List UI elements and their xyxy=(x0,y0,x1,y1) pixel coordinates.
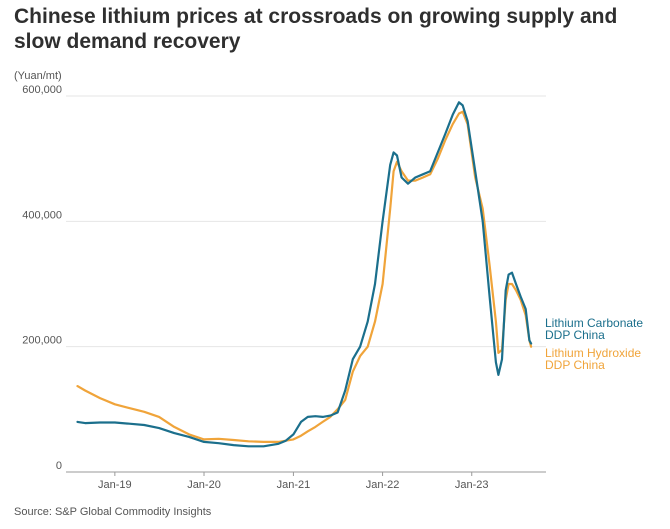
chart-title: Chinese lithium prices at crossroads on … xyxy=(14,5,618,53)
source-note: Source: S&P Global Commodity Insights xyxy=(14,506,212,518)
y-tick-label: 600,000 xyxy=(22,84,62,96)
y-axis: 0 200,000 400,000 600,000 xyxy=(22,84,62,472)
y-tick-label: 200,000 xyxy=(22,335,62,347)
x-tick-label: Jan-21 xyxy=(277,479,311,491)
series-line-lithium-hydroxide xyxy=(76,110,533,443)
series-line-lithium-carbonate xyxy=(76,101,533,448)
x-tick-label: Jan-23 xyxy=(455,479,489,491)
series-label-lithium-hydroxide: Lithium Hydroxide xyxy=(545,346,641,360)
x-tick-label: Jan-19 xyxy=(98,479,132,491)
y-axis-unit-label: (Yuan/mt) xyxy=(14,70,62,82)
grid-lines xyxy=(66,95,546,348)
x-tick-label: Jan-22 xyxy=(366,479,400,491)
series-layer xyxy=(76,101,533,448)
x-axis: Jan-19 Jan-20 Jan-21 Jan-22 Jan-23 xyxy=(66,471,546,491)
series-label-lithium-carbonate: Lithium Carbonate xyxy=(545,316,643,330)
y-tick-label: 400,000 xyxy=(22,209,62,221)
series-label-lithium-carbonate: DDP China xyxy=(545,328,605,342)
series-label-lithium-hydroxide: DDP China xyxy=(545,358,605,372)
x-tick-label: Jan-20 xyxy=(187,479,221,491)
y-tick-label: 0 xyxy=(56,460,62,472)
